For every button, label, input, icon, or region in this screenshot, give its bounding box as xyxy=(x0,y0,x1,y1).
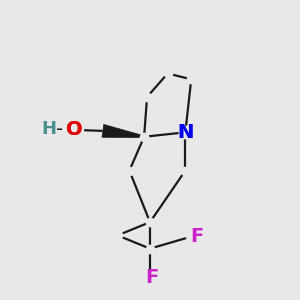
Text: O: O xyxy=(66,121,82,140)
Text: N: N xyxy=(177,123,194,142)
Text: F: F xyxy=(146,268,159,287)
Text: N: N xyxy=(177,123,194,142)
Polygon shape xyxy=(102,124,144,138)
Text: H: H xyxy=(41,120,56,138)
Text: O: O xyxy=(66,121,82,140)
Text: -: - xyxy=(56,120,63,139)
Text: F: F xyxy=(190,227,203,246)
